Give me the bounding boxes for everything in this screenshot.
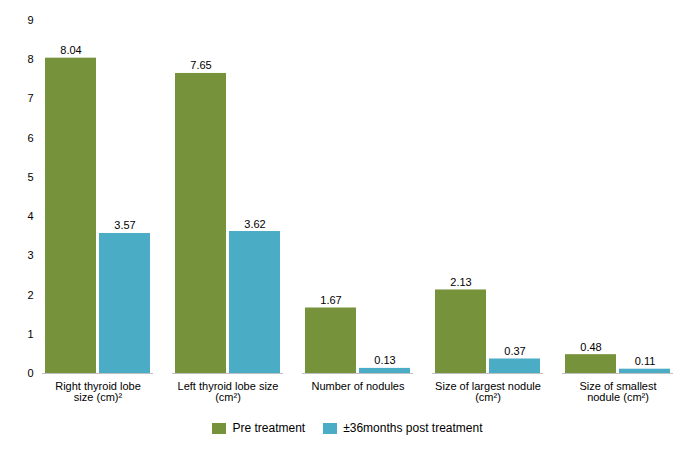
svg-text:7.65: 7.65 (190, 59, 211, 71)
svg-text:Size of smallestnodule (cm²): Size of smallestnodule (cm²) (579, 380, 656, 403)
svg-text:0.37: 0.37 (504, 345, 525, 357)
svg-text:2.13: 2.13 (450, 276, 471, 288)
svg-text:3.57: 3.57 (114, 219, 135, 231)
svg-text:0.48: 0.48 (580, 341, 601, 353)
svg-text:0: 0 (27, 367, 33, 379)
svg-text:1.67: 1.67 (320, 294, 341, 306)
svg-text:7: 7 (27, 92, 33, 104)
svg-text:1: 1 (27, 328, 33, 340)
svg-text:5: 5 (27, 171, 33, 183)
svg-text:0.13: 0.13 (374, 354, 395, 366)
svg-text:3.62: 3.62 (244, 218, 265, 230)
html-text:Pre treatment: Pre treatment (232, 421, 306, 435)
svg-text:6: 6 (27, 132, 33, 144)
svg-text:0.11: 0.11 (635, 355, 656, 367)
svg-text:8.04: 8.04 (60, 44, 81, 56)
svg-text:8: 8 (27, 53, 33, 65)
svg-text:Right thyroid lobesize (cm)²: Right thyroid lobesize (cm)² (55, 380, 141, 403)
svg-text:4: 4 (27, 210, 33, 222)
svg-text:2: 2 (27, 289, 33, 301)
svg-text:Left thyroid lobe size(cm²): Left thyroid lobe size(cm²) (178, 380, 279, 403)
svg-text:9: 9 (27, 14, 33, 26)
svg-text:Size of largest nodule(cm²): Size of largest nodule(cm²) (435, 380, 541, 403)
svg-text:3: 3 (27, 249, 33, 261)
svg-text:Number of nodules: Number of nodules (312, 380, 405, 392)
html-text:±36months post treatment: ±36months post treatment (343, 421, 483, 435)
